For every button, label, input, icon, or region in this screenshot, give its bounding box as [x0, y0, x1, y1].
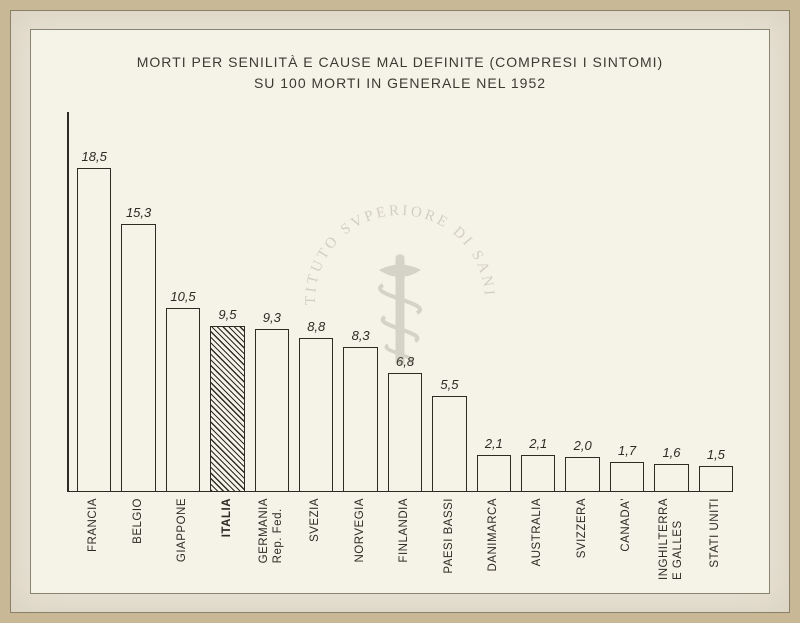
bar-slot: 1,5 [699, 112, 733, 492]
bar-rect [610, 462, 644, 492]
bar-rect [255, 329, 289, 492]
label-slot: ITALIA [210, 498, 244, 608]
category-label: NORVEGIA [354, 498, 368, 563]
title-line-2: SU 100 MORTI IN GENERALE NEL 1952 [254, 75, 546, 91]
bar-slot: 18,5 [77, 112, 111, 492]
bar-slot: 2,0 [565, 112, 599, 492]
label-slot: STATI UNITI [699, 498, 733, 608]
bar-slot: 1,6 [654, 112, 688, 492]
bar-slot: 9,3 [255, 112, 289, 492]
bar-slot: 10,5 [166, 112, 200, 492]
category-label: GERMANIA Rep. Fed. [258, 498, 286, 563]
label-slot: GIAPPONE [166, 498, 200, 608]
bar-value-label: 8,8 [307, 319, 325, 334]
bar-slot: 9,5 [210, 112, 244, 492]
bar-slot: 6,8 [388, 112, 422, 492]
bar-rect [654, 464, 688, 492]
label-slot: SVIZZERA [565, 498, 599, 608]
bar-value-label: 2,1 [485, 436, 503, 451]
category-label: SVEZIA [309, 498, 323, 542]
bar-value-label: 15,3 [126, 205, 151, 220]
bar-rect [565, 457, 599, 492]
category-label: DANIMARCA [487, 498, 501, 572]
bar-value-label: 9,3 [263, 310, 281, 325]
label-slot: INGHILTERRA E GALLES [654, 498, 688, 608]
bar-value-label: 10,5 [170, 289, 195, 304]
chart-area: 18,5 15,3 10,5 9,5 9,3 8,8 8,3 6,8 5,5 2,1 2,1 2,0 1… [67, 112, 733, 492]
label-slot: FRANCIA [77, 498, 111, 608]
category-label: AUSTRALIA [531, 498, 545, 566]
category-label: STATI UNITI [709, 498, 723, 568]
bar-slot: 2,1 [477, 112, 511, 492]
label-slot: SVEZIA [299, 498, 333, 608]
category-label: BELGIO [132, 498, 146, 544]
label-slot: FINLANDIA [388, 498, 422, 608]
bar-value-label: 8,3 [352, 328, 370, 343]
bar-rect [388, 373, 422, 492]
bar-rect [432, 396, 466, 492]
bar-slot: 5,5 [432, 112, 466, 492]
category-label: INGHILTERRA E GALLES [658, 498, 686, 580]
label-slot: CANADA' [610, 498, 644, 608]
category-label: ITALIA [221, 498, 235, 537]
bar-slot: 2,1 [521, 112, 555, 492]
bar-value-label: 18,5 [82, 149, 107, 164]
bar-rect [166, 308, 200, 492]
category-label: FINLANDIA [398, 498, 412, 563]
category-label: FRANCIA [87, 498, 101, 552]
bar-value-label: 1,6 [662, 445, 680, 460]
category-label: SVIZZERA [576, 498, 590, 558]
bar-value-label: 6,8 [396, 354, 414, 369]
label-slot: NORVEGIA [343, 498, 377, 608]
bar-value-label: 1,7 [618, 443, 636, 458]
bar-slot: 1,7 [610, 112, 644, 492]
bar-rect [699, 466, 733, 492]
title-line-1: MORTI PER SENILITÀ E CAUSE MAL DEFINITE … [137, 54, 663, 70]
label-slot: PAESI BASSI [432, 498, 466, 608]
label-slot: BELGIO [121, 498, 155, 608]
bar-value-label: 2,0 [574, 438, 592, 453]
bar-rect [477, 455, 511, 492]
label-slot: DANIMARCA [477, 498, 511, 608]
bar-value-label: 5,5 [440, 377, 458, 392]
category-label: GIAPPONE [176, 498, 190, 562]
label-slot: GERMANIA Rep. Fed. [255, 498, 289, 608]
label-slot: AUSTRALIA [521, 498, 555, 608]
bar-value-label: 2,1 [529, 436, 547, 451]
category-label: PAESI BASSI [443, 498, 457, 574]
bar-rect [299, 338, 333, 492]
bar-slot: 8,8 [299, 112, 333, 492]
chart-card: MORTI PER SENILITÀ E CAUSE MAL DEFINITE … [30, 29, 770, 594]
photo-frame: MORTI PER SENILITÀ E CAUSE MAL DEFINITE … [10, 10, 790, 613]
bar-rect [521, 455, 555, 492]
bar-rect [77, 168, 111, 492]
y-axis [67, 112, 69, 492]
category-label: CANADA' [620, 498, 634, 552]
bar-value-label: 9,5 [218, 307, 236, 322]
bar-slot: 8,3 [343, 112, 377, 492]
bar-value-label: 1,5 [707, 447, 725, 462]
bars-container: 18,5 15,3 10,5 9,5 9,3 8,8 8,3 6,8 5,5 2,1 2,1 2,0 1… [77, 112, 733, 492]
bar-rect [343, 347, 377, 492]
bar-slot: 15,3 [121, 112, 155, 492]
bar-rect [121, 224, 155, 492]
labels-row: FRANCIA BELGIO GIAPPONE ITALIA GERMANIA Rep.… [77, 498, 733, 608]
bar-rect [210, 326, 244, 492]
chart-title: MORTI PER SENILITÀ E CAUSE MAL DEFINITE … [59, 52, 741, 94]
